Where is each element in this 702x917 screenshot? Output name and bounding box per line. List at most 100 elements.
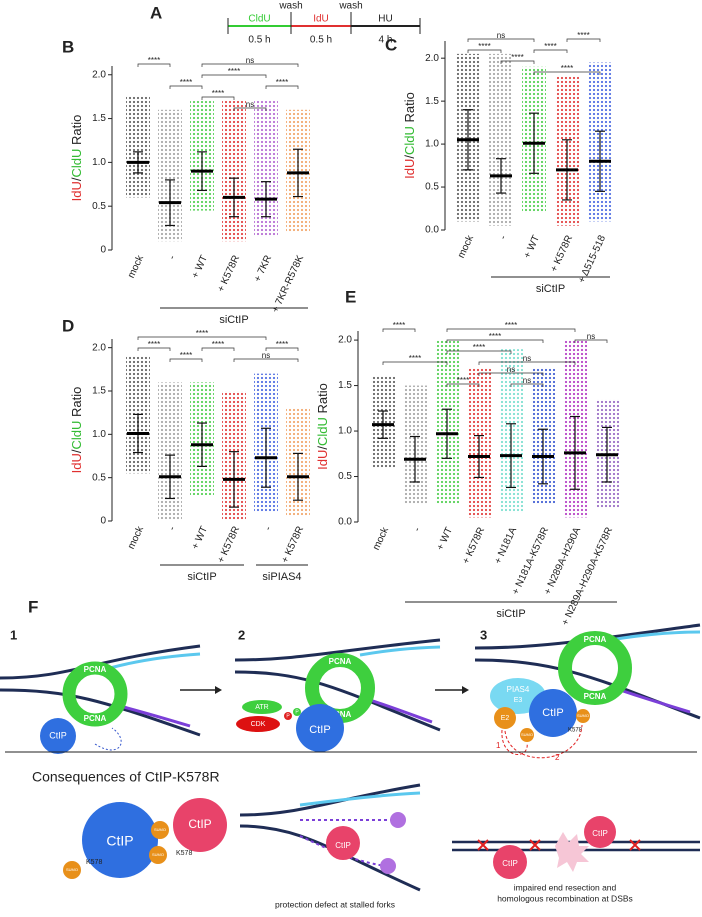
- y-axis-label-part: CldU: [69, 421, 84, 450]
- x-tick-label: + WT: [190, 525, 210, 552]
- ctip-label: CtIP: [592, 829, 608, 838]
- significance-label: ****: [276, 78, 288, 87]
- y-tick-label: 1.5: [338, 380, 352, 391]
- timeline-label: HU: [378, 14, 392, 25]
- phospho: [293, 708, 301, 716]
- pcna-label: PCNA: [84, 714, 107, 723]
- dna-strand: [0, 688, 201, 737]
- comparison-bracket: [137, 63, 171, 67]
- y-axis-label: IdU/CldU Ratio: [402, 92, 417, 179]
- k578-label: K578: [176, 850, 192, 857]
- y-axis-label-part: CldU: [402, 126, 417, 155]
- timeline-duration: 4 h: [379, 35, 393, 46]
- y-axis-label-part: IdU: [69, 181, 84, 201]
- x-tick-label: + 7KR: [252, 254, 274, 284]
- significance-label: ****: [212, 89, 224, 98]
- significance-label: ****: [505, 321, 517, 330]
- group-label: siCtIP: [536, 283, 565, 295]
- panel-letter: D: [62, 316, 74, 335]
- significance-label: ns: [497, 31, 505, 40]
- x-tick-label: + WT: [190, 254, 210, 281]
- significance-label: ns: [246, 56, 254, 65]
- sumo-label: SUMO: [152, 852, 164, 857]
- comparison-bracket: [510, 383, 544, 387]
- comparison-bracket: [201, 96, 235, 100]
- y-axis-label-part: CldU: [69, 149, 84, 178]
- x-tick-label: + K578R: [280, 525, 307, 565]
- comparison-bracket: [467, 38, 535, 42]
- comparison-bracket: [467, 49, 502, 53]
- significance-label: ****: [409, 354, 421, 363]
- x-tick-label: mock: [126, 253, 146, 280]
- significance-label: ****: [228, 67, 240, 76]
- group-label: siCtIP: [219, 314, 248, 326]
- y-tick-label: 1.5: [92, 386, 106, 397]
- group-label: siPIAS4: [262, 571, 301, 583]
- k578-label: K578: [568, 728, 583, 734]
- y-axis-label-part: IdU: [315, 450, 330, 470]
- caption: impaired end resection and: [514, 882, 617, 892]
- x-tick-label: -: [412, 526, 423, 534]
- comparison-bracket: [382, 361, 448, 365]
- timeline-duration: 0.5 h: [248, 35, 270, 46]
- y-axis-label-part: /: [315, 446, 330, 450]
- e3-label: E3: [514, 697, 523, 704]
- ctip-label: CtIP: [188, 817, 211, 831]
- comparison-bracket: [478, 372, 544, 376]
- cross: [477, 839, 641, 851]
- x-tick-label: -: [167, 525, 178, 533]
- arrowhead: [215, 686, 222, 694]
- comparison-bracket: [574, 339, 608, 343]
- ctip-label: CtIP: [502, 859, 518, 868]
- comparison-bracket: [446, 383, 480, 387]
- comparison-bracket: [201, 63, 299, 67]
- significance-label: ns: [523, 354, 531, 363]
- nuclease: [390, 812, 406, 828]
- comparison-bracket: [201, 347, 235, 351]
- group-label: siCtIP: [496, 608, 525, 620]
- dna-strand: [234, 670, 441, 732]
- significance-label: ns: [523, 376, 531, 385]
- pcna-label: PCNA: [584, 635, 607, 644]
- x-tick-label: -: [167, 254, 178, 262]
- dna-strand: [609, 630, 701, 642]
- y-tick-label: 1.0: [425, 139, 439, 150]
- step-number: 1: [10, 627, 17, 642]
- panel-letter: A: [150, 3, 162, 22]
- timeline-duration: 0.5 h: [310, 35, 332, 46]
- phospho-label: P: [295, 709, 299, 715]
- nuclease: [380, 858, 396, 874]
- y-axis-label-part: Ratio: [402, 92, 417, 126]
- y-tick-label: 1.0: [338, 426, 352, 437]
- significance-label: ****: [561, 64, 573, 73]
- y-axis-label-part: Ratio: [69, 115, 84, 149]
- point-cloud: [222, 101, 246, 242]
- y-axis-label-part: /: [69, 177, 84, 181]
- comparison-bracket: [382, 328, 416, 332]
- x-tick-label: + N181A: [493, 525, 520, 565]
- significance-label: ****: [212, 340, 224, 349]
- significance-label: ****: [473, 343, 485, 352]
- step-number: 2: [238, 627, 245, 642]
- comparison-bracket: [500, 60, 535, 64]
- x-tick-label: mock: [371, 525, 391, 552]
- y-tick-label: 2.0: [92, 342, 106, 353]
- significance-label: ****: [148, 56, 160, 65]
- dna-strand: [239, 824, 421, 892]
- y-tick-label: 2.0: [92, 69, 106, 80]
- ctip-label: CtIP: [106, 833, 133, 849]
- significance-label: ****: [577, 31, 589, 40]
- significance-label: ****: [511, 53, 523, 62]
- schematic: F 1 2 3 PCNA PCNA CtIP PCNA PCNA CtIP AT…: [0, 597, 701, 909]
- timeline-label: IdU: [313, 14, 329, 25]
- y-tick-label: 1.5: [92, 113, 106, 124]
- y-tick-label: 2.0: [425, 53, 439, 64]
- y-tick-label: 1.5: [425, 96, 439, 107]
- pcna-ring: [62, 661, 128, 727]
- ctip-label: CtIP: [335, 841, 351, 850]
- timeline: A wash wash: [150, 1, 421, 34]
- ctip-label: CtIP: [542, 707, 563, 719]
- pcna-label: PCNA: [329, 657, 352, 666]
- significance-label: ****: [180, 351, 192, 360]
- ctip: [82, 802, 158, 878]
